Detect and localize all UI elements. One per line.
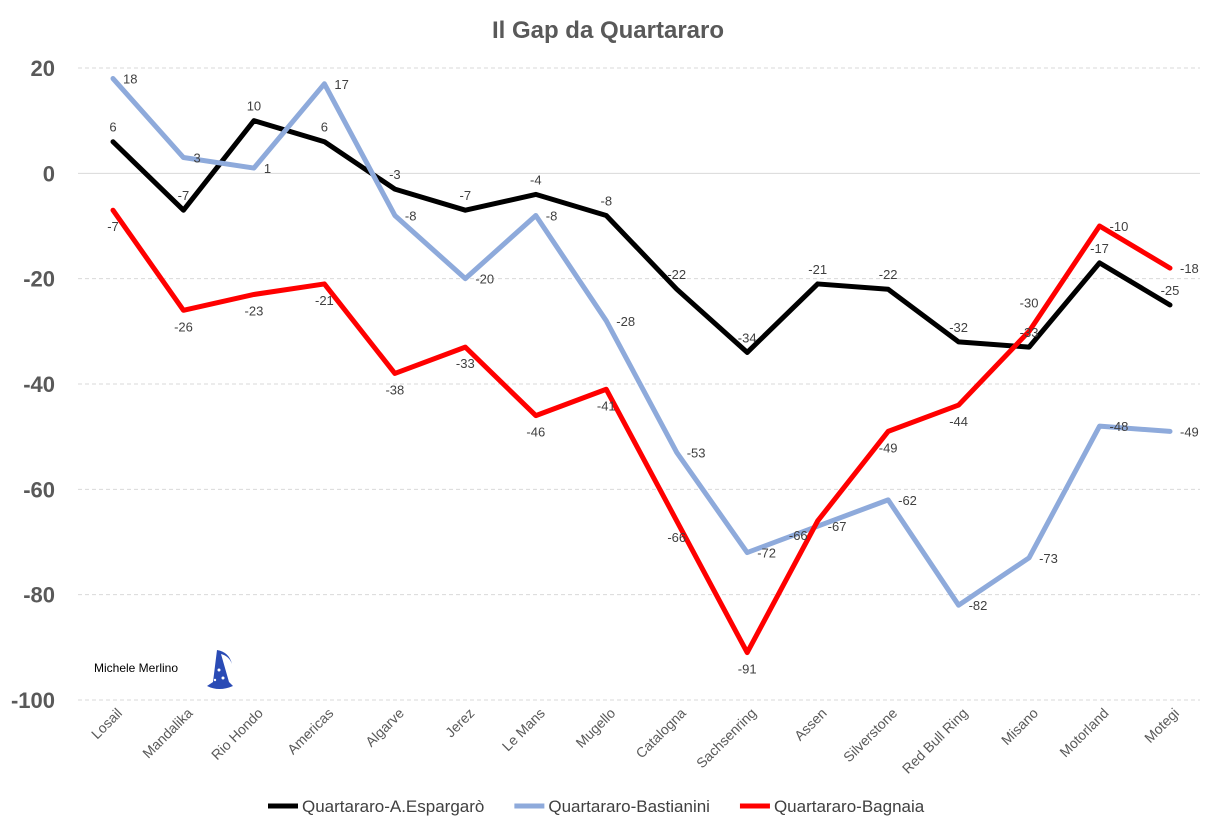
y-tick-label: -20 xyxy=(23,267,55,292)
data-label: -26 xyxy=(174,319,193,334)
data-label: -82 xyxy=(969,598,988,613)
data-label: -22 xyxy=(667,267,686,282)
data-label: 6 xyxy=(321,120,328,135)
data-label: 17 xyxy=(334,77,348,92)
legend-label: Quartararo-Bastianini xyxy=(548,797,710,816)
x-tick-label: Motegi xyxy=(1141,705,1182,746)
x-tick-label: Rio Hondo xyxy=(208,705,266,763)
data-label: -41 xyxy=(597,398,616,413)
data-label: -91 xyxy=(738,662,757,677)
x-tick-label: Mandalika xyxy=(139,705,196,762)
x-tick-label: Silverstone xyxy=(840,705,900,765)
data-label: -8 xyxy=(405,208,417,223)
data-label: -25 xyxy=(1161,283,1180,298)
y-tick-label: -40 xyxy=(23,372,55,397)
x-tick-label: Algarve xyxy=(362,705,407,750)
data-label: -32 xyxy=(949,320,968,335)
x-tick-label: Sachsenring xyxy=(693,705,759,771)
data-label: -4 xyxy=(530,172,542,187)
data-label: -73 xyxy=(1039,551,1058,566)
wizard-hat-icon xyxy=(207,650,233,689)
data-label: -7 xyxy=(178,188,190,203)
data-label: 6 xyxy=(109,120,116,135)
data-label: -33 xyxy=(1020,325,1039,340)
legend-label: Quartararo-Bagnaia xyxy=(774,797,925,816)
x-tick-label: Catalogna xyxy=(632,705,689,762)
data-label: -28 xyxy=(616,314,635,329)
data-label: -10 xyxy=(1110,219,1129,234)
x-tick-label: Red Bull Ring xyxy=(899,705,971,777)
x-tick-label: Le Mans xyxy=(499,705,548,754)
data-label: 3 xyxy=(193,151,200,166)
x-tick-label: Jerez xyxy=(442,705,478,741)
data-label: -33 xyxy=(456,356,475,371)
data-label: -7 xyxy=(460,188,472,203)
data-label: -48 xyxy=(1110,419,1129,434)
data-label: 10 xyxy=(247,99,261,114)
data-label: -21 xyxy=(315,293,334,308)
data-label: -62 xyxy=(898,493,917,508)
series-line xyxy=(110,207,1173,656)
data-label: 1 xyxy=(264,161,271,176)
data-label: -7 xyxy=(107,219,119,234)
data-label: -22 xyxy=(879,267,898,282)
x-tick-label: Losail xyxy=(88,705,125,742)
chart-title: Il Gap da Quartararo xyxy=(492,17,724,44)
data-label: -53 xyxy=(687,445,706,460)
data-label: -8 xyxy=(600,193,612,208)
data-label: -21 xyxy=(808,262,827,277)
y-tick-label: 0 xyxy=(43,161,55,186)
data-label: -23 xyxy=(245,303,264,318)
data-label: -44 xyxy=(949,414,968,429)
y-tick-label: -100 xyxy=(11,688,55,713)
data-label: -66 xyxy=(789,528,808,543)
data-label: -20 xyxy=(475,272,494,287)
data-label: -46 xyxy=(526,425,545,440)
data-label: -49 xyxy=(879,440,898,455)
y-tick-label: -60 xyxy=(23,477,55,502)
series-line xyxy=(110,76,1173,608)
x-tick-label: Motorland xyxy=(1056,705,1111,760)
x-tick-label: Assen xyxy=(791,705,830,744)
x-tick-label: Mugello xyxy=(572,705,618,751)
data-label: -8 xyxy=(546,208,558,223)
data-label: -34 xyxy=(738,330,757,345)
legend-label: Quartararo-A.Espargarò xyxy=(302,797,484,816)
data-label: -30 xyxy=(1020,295,1039,310)
y-tick-label: 20 xyxy=(31,56,55,81)
data-label: -67 xyxy=(828,519,847,534)
data-label: -18 xyxy=(1180,261,1199,276)
data-label: -72 xyxy=(757,546,776,561)
data-label: -66 xyxy=(667,530,686,545)
series-line xyxy=(110,118,1173,355)
y-tick-label: -80 xyxy=(23,583,55,608)
author-watermark: Michele Merlino xyxy=(94,661,178,675)
data-label: 18 xyxy=(123,72,137,87)
data-label: -17 xyxy=(1090,241,1109,256)
x-tick-label: Misano xyxy=(998,705,1041,748)
data-label: -49 xyxy=(1180,424,1199,439)
data-label: -3 xyxy=(389,167,401,182)
data-label: -38 xyxy=(385,382,404,397)
x-tick-label: Americas xyxy=(284,705,337,758)
